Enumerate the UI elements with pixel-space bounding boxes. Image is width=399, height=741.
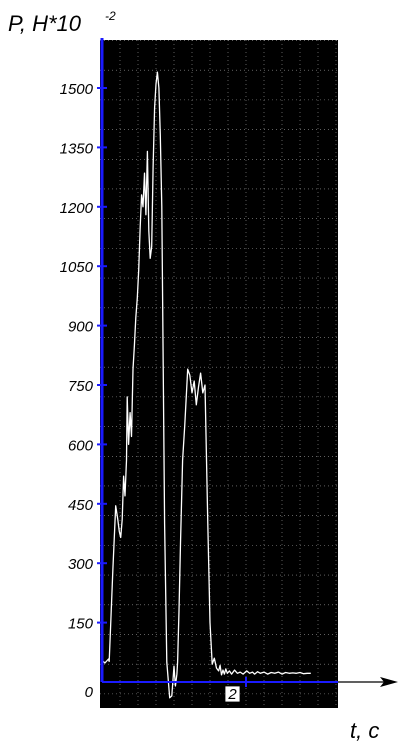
x-axis-label: t, c (350, 718, 379, 741)
series-line (101, 71, 311, 699)
y-tick-label: 300 (68, 556, 94, 573)
x-axis-arrowhead (380, 677, 398, 687)
y-tick-label: 450 (68, 497, 94, 514)
y-tick-label: 1350 (60, 140, 94, 157)
y-tick-label: 900 (68, 319, 94, 336)
y-tick-label: 750 (68, 378, 94, 395)
y-axis-label-exponent: -2 (105, 9, 116, 23)
y-axis-label: P, H*10 (8, 11, 82, 36)
x-tick-label: 2 (227, 686, 237, 703)
y-tick-label: 1500 (60, 81, 94, 98)
y-tick-label: 0 (85, 684, 94, 701)
y-tick-label: 1050 (60, 259, 94, 276)
plot-area-background (100, 40, 338, 708)
y-tick-label: 1200 (60, 200, 94, 217)
x-tick-label-box (224, 685, 241, 703)
y-tick-label: 600 (68, 437, 94, 454)
y-tick-label: 150 (68, 616, 94, 633)
